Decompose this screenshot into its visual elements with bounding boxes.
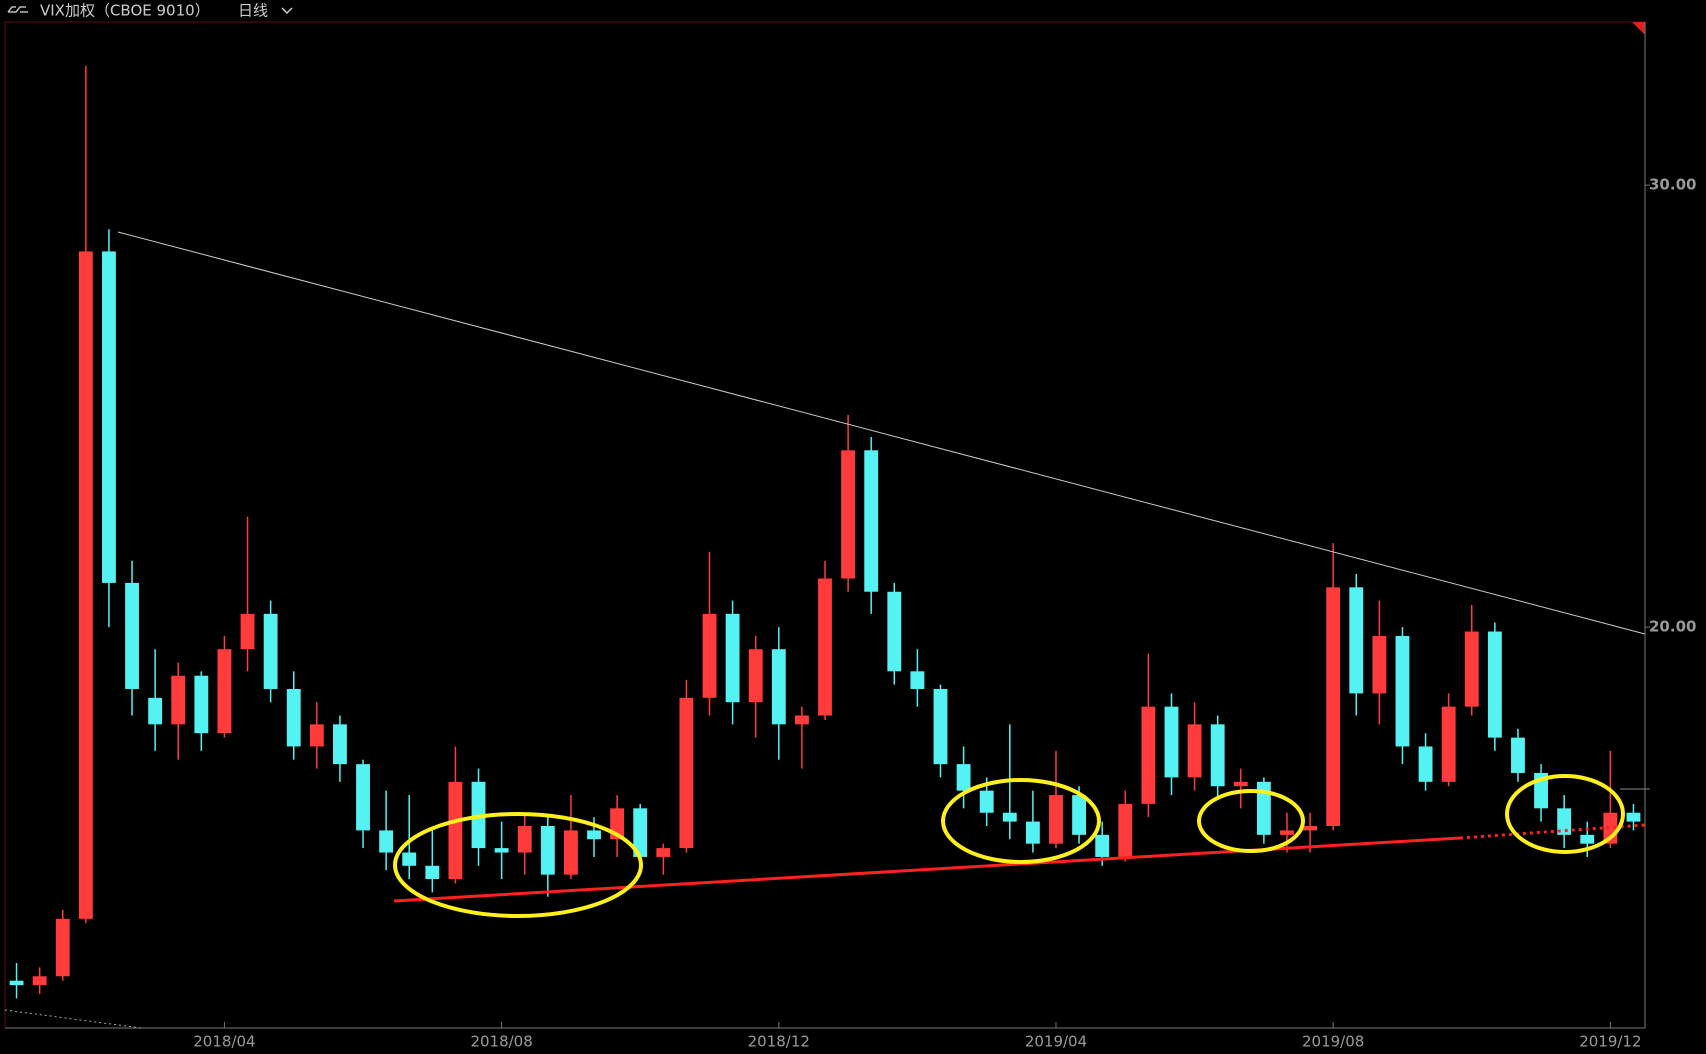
candle-body — [956, 764, 971, 791]
candle-body — [32, 976, 47, 986]
candle-body — [425, 865, 440, 880]
candle-body — [356, 764, 370, 831]
candle-body — [1256, 781, 1271, 835]
candle-body — [887, 591, 902, 672]
candle-body — [148, 697, 163, 725]
candle-body — [1164, 706, 1179, 778]
highlight-ellipse — [393, 812, 643, 918]
candle-body — [587, 830, 601, 840]
y-tick-label: 20.00 — [1649, 618, 1696, 636]
candle-body — [1557, 808, 1572, 835]
y-tick-label: 30.00 — [1649, 176, 1696, 194]
x-tick-label: 2019/12 — [1579, 1033, 1641, 1051]
candle-body — [1441, 706, 1456, 782]
highlight-ellipse — [1197, 789, 1305, 853]
candle-body — [748, 649, 763, 703]
candle-body — [1095, 834, 1110, 857]
candle-body — [125, 582, 139, 689]
support-line — [393, 836, 1461, 903]
candle-body — [333, 724, 347, 765]
candle-body — [1210, 724, 1225, 787]
highlights — [393, 774, 1625, 918]
header: VIX加权（CBOE 9010） 日线 — [7, 2, 293, 20]
candle-body — [818, 578, 832, 716]
candle-body — [55, 918, 70, 977]
corner-marker — [1632, 22, 1645, 35]
candle-body — [771, 649, 786, 725]
candle-body — [679, 697, 694, 849]
candle-body — [725, 613, 740, 703]
candle-body — [494, 848, 509, 853]
candle-body — [1580, 834, 1595, 844]
candle-body — [864, 450, 879, 592]
candles — [9, 65, 1641, 999]
candle-body — [379, 830, 394, 853]
candle-body — [979, 790, 994, 813]
candle-body — [1395, 635, 1410, 747]
candle-body — [309, 724, 324, 747]
candle-body — [102, 251, 116, 583]
candle-body — [1326, 587, 1341, 827]
candle-body — [448, 781, 463, 880]
candle-body — [1025, 821, 1040, 844]
candle-body — [1233, 781, 1248, 787]
candle-body — [933, 688, 948, 765]
candle-body — [9, 980, 24, 986]
candle-body — [171, 675, 186, 725]
candle-body — [656, 848, 671, 857]
dropdown-icon[interactable] — [281, 7, 293, 15]
candle-body — [78, 251, 93, 919]
x-tick-label: 2019/04 — [1025, 1033, 1087, 1051]
x-tick-label: 2018/12 — [748, 1033, 810, 1051]
candle-body — [1626, 812, 1641, 822]
candle-body — [1049, 795, 1063, 844]
candle-body — [402, 852, 417, 866]
candle-body — [1141, 706, 1156, 804]
candle-body — [1118, 803, 1133, 857]
period[interactable]: 日线 — [238, 2, 268, 20]
candle-body — [240, 613, 255, 650]
candle-body — [286, 688, 301, 747]
resistance-line — [117, 231, 1646, 635]
x-tick-label: 2019/08 — [1302, 1033, 1364, 1051]
candle-body — [263, 613, 278, 689]
highlight-ellipse — [1505, 774, 1625, 854]
title: VIX加权（CBOE 9010） — [40, 2, 210, 20]
candle-body — [1187, 724, 1202, 778]
highlight-ellipse — [941, 778, 1101, 864]
candle-body — [194, 675, 209, 734]
x-tick-label: 2018/08 — [470, 1033, 532, 1051]
candle-body — [841, 450, 856, 579]
candle-body — [633, 808, 648, 857]
candle-body — [1349, 587, 1364, 694]
candle-body — [1511, 737, 1525, 773]
candle-body — [794, 715, 809, 725]
x-tick-label: 2018/04 — [193, 1033, 255, 1051]
candle-body — [1072, 795, 1087, 835]
candle-body — [1487, 631, 1502, 738]
candle-body — [540, 826, 555, 875]
candle-body — [517, 826, 532, 853]
support-extension — [1459, 823, 1646, 840]
candle-body — [1418, 746, 1433, 782]
candle-body — [1280, 830, 1294, 835]
candle-body — [702, 613, 717, 698]
candle-body — [1303, 826, 1317, 831]
candle-body — [563, 830, 578, 875]
icon — [7, 6, 28, 13]
candle-body — [1464, 631, 1479, 707]
candle-body — [910, 671, 925, 689]
candle-body — [217, 649, 232, 734]
candle-body — [1372, 635, 1387, 694]
candle-body — [1002, 812, 1017, 822]
